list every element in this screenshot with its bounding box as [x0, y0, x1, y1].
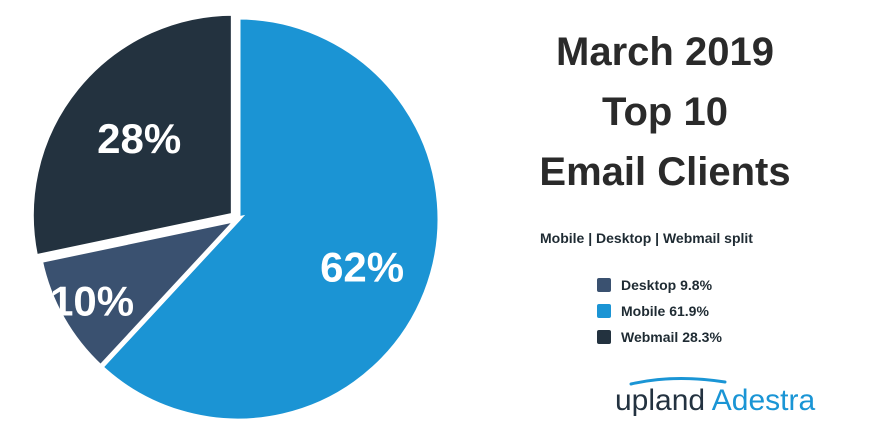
slice-label-webmail: 28%	[97, 115, 181, 162]
chart-title: March 2019 Top 10 Email Clients	[500, 22, 830, 202]
legend-item-webmail: Webmail 28.3%	[597, 324, 722, 350]
legend-swatch-webmail	[597, 330, 611, 344]
title-line-1: March 2019	[556, 30, 774, 74]
logo-wordmark: upland Adestra	[615, 384, 815, 418]
legend-label-webmail: Webmail 28.3%	[621, 329, 722, 345]
logo-adestra-text: Adestra	[711, 384, 816, 417]
legend: Desktop 9.8% Mobile 61.9% Webmail 28.3%	[597, 272, 722, 350]
slice-label-desktop: 10%	[50, 278, 134, 325]
pie-chart: 62% 10% 28%	[28, 10, 443, 424]
legend-label-desktop: Desktop 9.8%	[621, 277, 713, 293]
slice-label-mobile: 62%	[320, 244, 404, 291]
pie-slice-mobile	[97, 14, 443, 424]
legend-swatch-desktop	[597, 278, 611, 292]
legend-label-mobile: Mobile 61.9%	[621, 303, 709, 319]
logo-arc-icon	[629, 376, 727, 386]
upland-adestra-logo: upland Adestra	[615, 374, 855, 430]
logo-upland-text: upland	[615, 384, 706, 417]
chart-subtitle: Mobile | Desktop | Webmail split	[540, 230, 753, 246]
legend-item-desktop: Desktop 9.8%	[597, 272, 722, 298]
title-line-2: Top 10	[602, 90, 728, 134]
legend-item-mobile: Mobile 61.9%	[597, 298, 722, 324]
pie-slice-desktop	[37, 214, 246, 371]
pie-slice-webmail	[28, 10, 236, 260]
legend-swatch-mobile	[597, 304, 611, 318]
title-line-3: Email Clients	[539, 150, 791, 194]
